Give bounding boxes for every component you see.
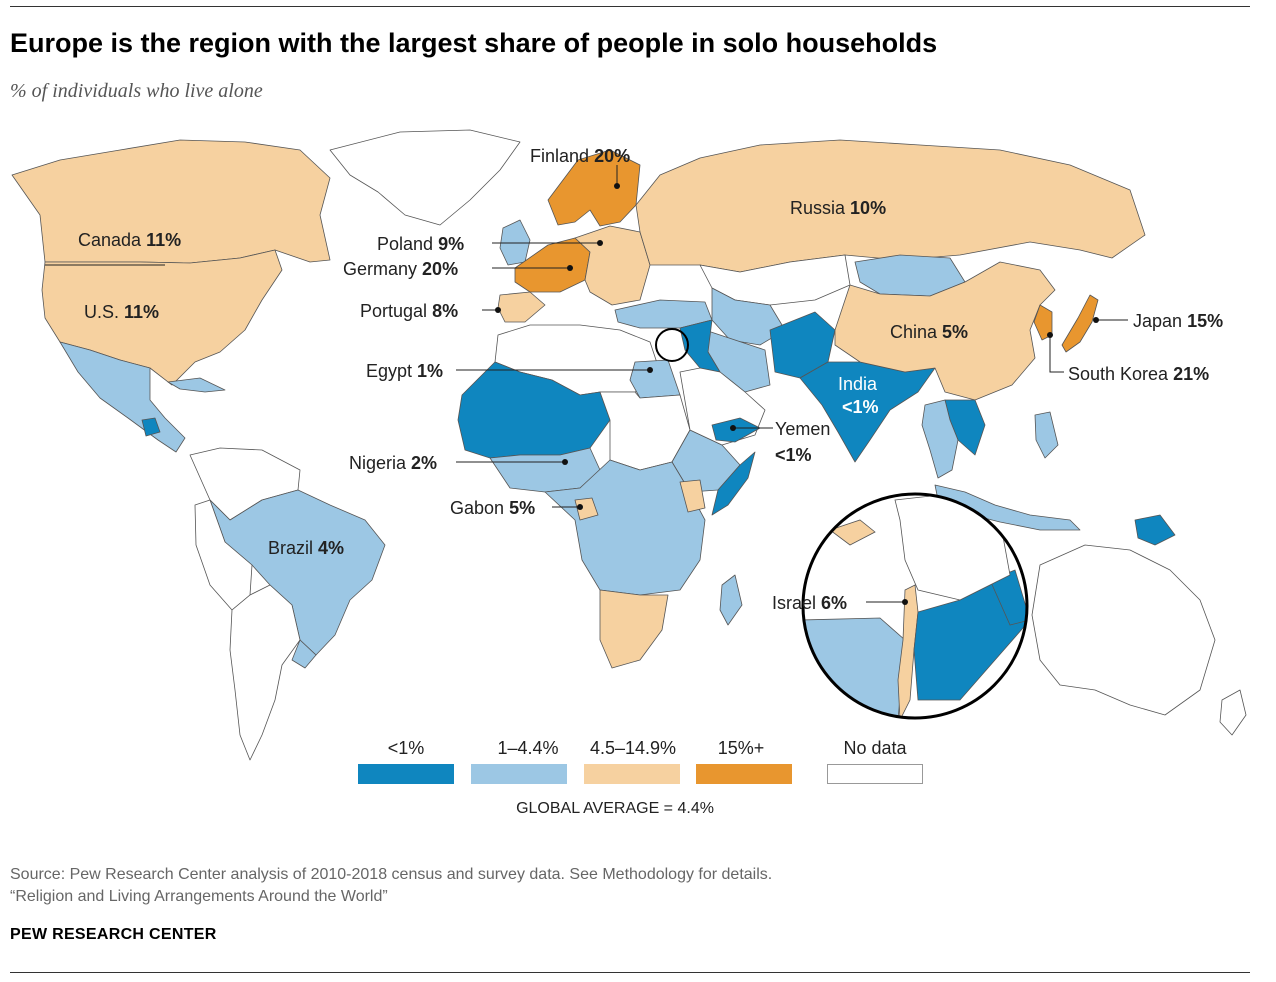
region-greenland [329,129,521,226]
region-yemen [711,417,761,443]
chart-title: Europe is the region with the largest sh… [10,28,938,58]
region-guatemala [141,417,161,437]
region-somalia [711,451,756,516]
region-kenya [679,479,706,513]
label-india-name: India [838,374,878,394]
legend-swatch-1to4 [471,764,567,784]
region-india [799,361,936,463]
region-argentina [229,584,301,761]
label-egypt: Egypt 1% [366,361,443,381]
label-canada: Canada 11% [78,230,181,250]
label-south-korea: South Korea 21% [1068,364,1209,384]
label-portugal: Portugal 8% [360,301,458,321]
label-yemen-name: Yemen [775,419,830,439]
region-egypt [629,359,681,399]
global-average: GLOBAL AVERAGE = 4.4% [516,800,714,817]
region-china [834,261,1056,401]
region-iberia [497,291,546,323]
top-rule [10,6,1250,7]
leader-lines [45,165,1128,603]
bottom-rule [10,972,1250,973]
label-finland: Finland 20% [530,146,630,166]
region-uruguay [291,639,317,669]
legend-label-4to15: 4.5–14.9% [589,738,677,758]
source-line-2: “Religion and Living Arrangements Around… [10,888,388,905]
label-yemen-value: <1% [775,445,812,465]
region-png [1134,514,1176,546]
region-eastern-europe [574,225,651,306]
leader-dots [495,183,1099,605]
region-madagascar [719,574,743,626]
region-japan [1061,294,1099,353]
chart-subtitle: % of individuals who live alone [10,80,263,102]
region-cuba [167,377,226,393]
label-nigeria: Nigeria 2% [349,453,437,473]
legend-label-lt1: <1% [387,738,425,758]
region-philippines [1034,411,1059,459]
label-india-value: <1% [842,397,879,417]
region-new-zealand [1219,689,1247,736]
region-southern-africa [599,589,669,669]
legend-label-nodata: No data [843,738,907,758]
region-usa [41,249,283,386]
source-line-1: Source: Pew Research Center analysis of … [10,866,773,883]
region-west-africa [457,361,611,459]
region-australia [1031,544,1216,716]
legend-swatch-15plus [696,764,792,784]
region-korea [1033,304,1053,341]
legend-label-1to4: 1–4.4% [497,738,559,758]
label-poland: Poland 9% [377,234,464,254]
label-israel: Israel 6% [772,593,847,613]
israel-locator-circle [655,328,689,362]
source-note: Source: Pew Research Center analysis of … [10,864,772,908]
label-us: U.S. 11% [84,302,159,322]
label-germany: Germany 20% [343,259,458,279]
region-central-africa [544,459,706,596]
label-china: China 5% [890,322,968,342]
legend-swatch-nodata [827,764,923,784]
region-brazil [209,489,386,656]
label-russia: Russia 10% [790,198,886,218]
label-gabon: Gabon 5% [450,498,535,518]
israel-inset [801,492,1029,720]
organization-name: PEW RESEARCH CENTER [10,926,217,943]
legend-label-15plus: 15%+ [717,738,765,758]
label-japan: Japan 15% [1133,311,1223,331]
legend-swatch-lt1 [358,764,454,784]
region-russia [635,139,1146,273]
region-southeast-asia-2 [921,399,959,479]
label-brazil: Brazil 4% [268,538,344,558]
region-gabon [574,497,599,521]
legend-swatch-4to15 [584,764,680,784]
